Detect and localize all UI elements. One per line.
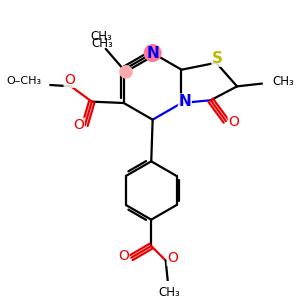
- Text: O: O: [64, 73, 75, 87]
- Text: O–CH₃: O–CH₃: [6, 76, 41, 86]
- Text: N: N: [146, 46, 159, 61]
- Text: N: N: [178, 94, 191, 109]
- Text: O: O: [74, 118, 84, 132]
- Text: O: O: [118, 249, 129, 263]
- Text: CH₃: CH₃: [92, 37, 113, 50]
- Text: O: O: [167, 251, 178, 265]
- Text: O: O: [228, 116, 239, 130]
- Circle shape: [120, 66, 132, 78]
- Text: CH₃: CH₃: [91, 30, 112, 43]
- Text: CH₃: CH₃: [273, 75, 294, 88]
- Text: S: S: [212, 51, 223, 66]
- Circle shape: [144, 45, 161, 61]
- Text: CH₃: CH₃: [158, 286, 180, 299]
